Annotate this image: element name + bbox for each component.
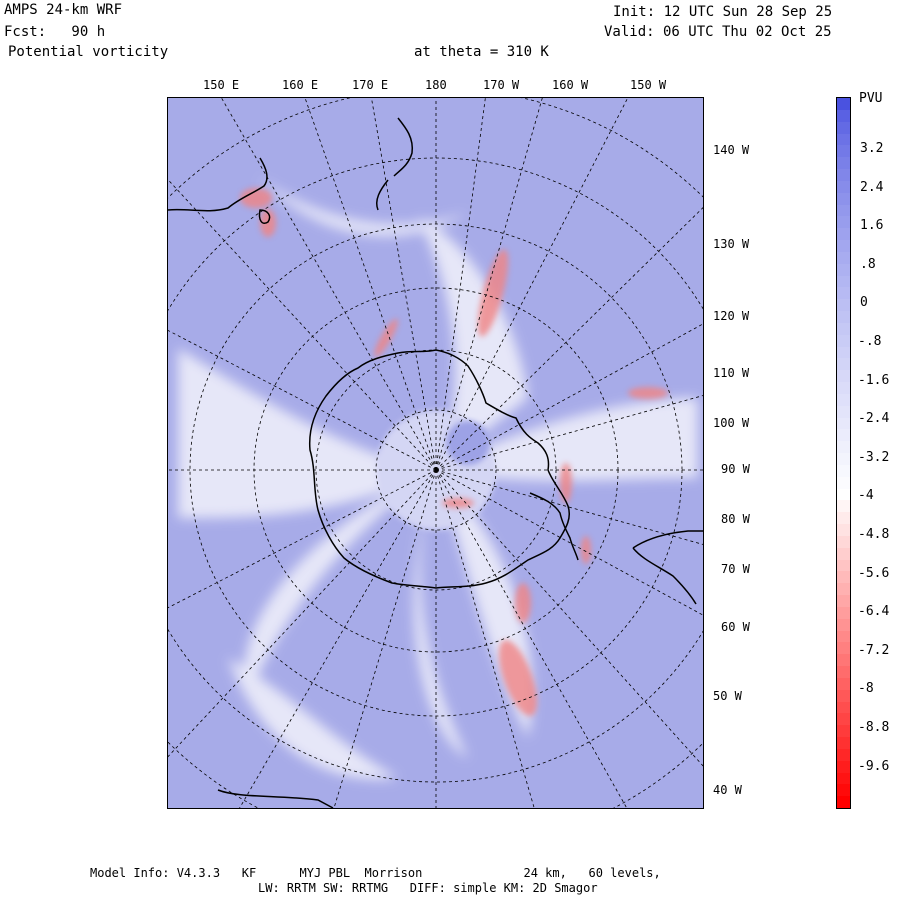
- colorbar-tick: -3.2: [858, 449, 890, 465]
- lon-label-70w: 70 W: [721, 562, 750, 576]
- lon-label-150e: 150 E: [203, 78, 240, 92]
- colorbar-tick: -4.8: [858, 527, 890, 542]
- init-time: Init: 12 UTC Sun 28 Sep 25: [613, 4, 833, 20]
- colorbar-tick: -9.6: [858, 758, 890, 774]
- colorbar-tick: -6.4: [858, 604, 890, 620]
- colorbar-tick: -.8: [858, 334, 882, 349]
- australia-coast: [168, 157, 334, 808]
- polar-low-pv-patch: [446, 421, 490, 465]
- lon-label-40w: 40 W: [713, 783, 742, 797]
- lon-label-170w: 170 W: [483, 78, 520, 92]
- colorbar-tick: .8: [860, 256, 876, 272]
- pv-anomaly-patches: [240, 188, 668, 716]
- pv-map-panel: [167, 97, 704, 809]
- lon-label-130w: 130 W: [713, 237, 750, 251]
- colorbar: [836, 97, 851, 809]
- valid-time: Valid: 06 UTC Thu 02 Oct 25: [604, 24, 832, 40]
- colorbar-tick: 1.6: [860, 218, 884, 234]
- lon-label-170e: 170 E: [352, 78, 389, 92]
- colorbar-tick: 2.4: [860, 179, 884, 195]
- lon-label-60w: 60 W: [721, 620, 750, 634]
- colorbar-segment: [837, 796, 850, 808]
- colorbar-unit: PVU: [859, 91, 883, 106]
- lon-label-110w: 110 W: [713, 366, 750, 380]
- colorbar-tick: -4: [858, 488, 874, 504]
- lon-label-180: 180: [425, 78, 447, 92]
- new-zealand-north: [393, 117, 414, 177]
- forecast-hour: Fcst: 90 h: [4, 24, 106, 40]
- coastlines: [168, 117, 703, 808]
- colorbar-tick: -5.6: [858, 565, 890, 581]
- model-info-line1: Model Info: V4.3.3 KF MYJ PBL Morrison 2…: [90, 866, 661, 880]
- lon-label-140w: 140 W: [713, 143, 750, 157]
- colorbar-tick: 0: [860, 295, 868, 311]
- colorbar-tick: -8.8: [858, 720, 890, 735]
- model-info-line2: LW: RRTM SW: RRTMG DIFF: simple KM: 2D S…: [258, 881, 598, 895]
- meridian-lines: [168, 98, 703, 808]
- field-name: Potential vorticity: [8, 44, 169, 60]
- new-zealand-south: [376, 179, 389, 211]
- lon-label-160e: 160 E: [282, 78, 319, 92]
- colorbar-tick: -1.6: [858, 372, 890, 388]
- lon-label-100w: 100 W: [713, 416, 750, 430]
- tasmania: [258, 209, 271, 224]
- colorbar-tick: -7.2: [858, 642, 890, 658]
- lon-label-120w: 120 W: [713, 309, 750, 323]
- colorbar-tick: -2.4: [858, 411, 890, 427]
- theta-level: at theta = 310 K: [414, 44, 549, 60]
- pv-map-svg: [168, 98, 703, 808]
- lon-label-80w: 80 W: [721, 512, 750, 526]
- antarctica-coast: [308, 349, 571, 589]
- lon-label-90w: 90 W: [721, 462, 750, 476]
- lon-label-150w: 150 W: [630, 78, 667, 92]
- model-title: AMPS 24-km WRF: [4, 2, 123, 18]
- colorbar-tick: 3.2: [860, 141, 884, 156]
- lon-label-160w: 160 W: [552, 78, 589, 92]
- lon-label-50w: 50 W: [713, 689, 742, 703]
- colorbar-tick: -8: [858, 681, 874, 697]
- antarctic-peninsula: [529, 492, 579, 561]
- south-america-coast: [632, 530, 703, 605]
